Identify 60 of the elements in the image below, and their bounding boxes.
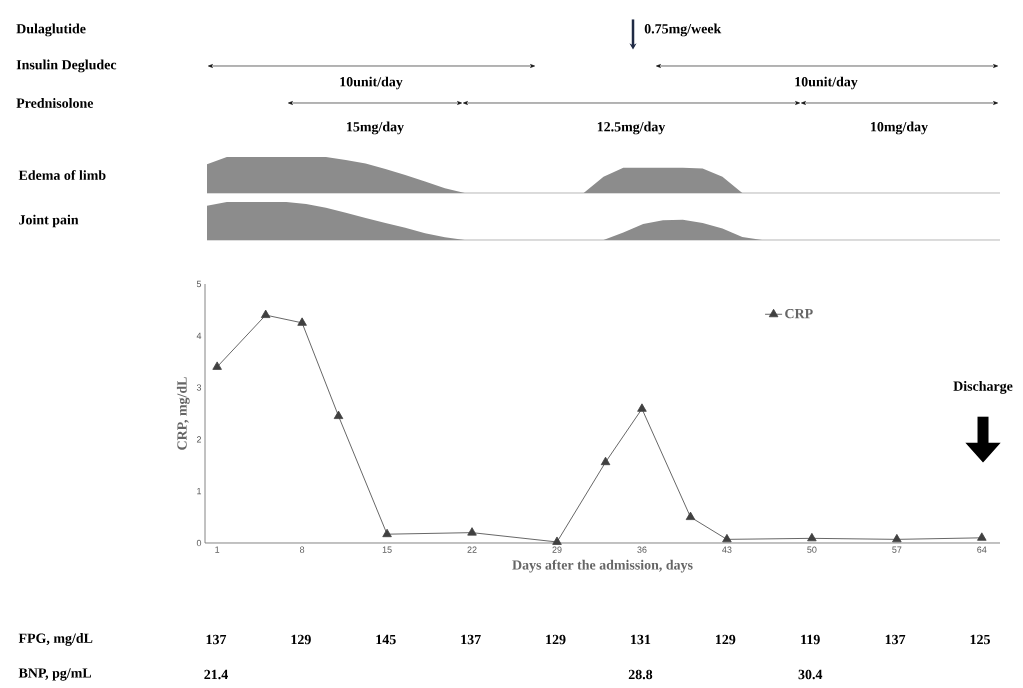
point: [333, 410, 344, 419]
point: [892, 533, 902, 543]
text: 137: [461, 634, 481, 645]
x-tick-label: 50: [807, 546, 817, 553]
y-tick-label: 5: [196, 280, 202, 288]
point: [297, 317, 307, 326]
legend-label: CRP: [785, 308, 813, 319]
point: [977, 532, 987, 541]
annotation: Discharge: [953, 381, 1013, 394]
text: 145: [376, 634, 396, 645]
point: [552, 536, 562, 545]
text: 10mg/day: [871, 121, 928, 135]
text: 129: [546, 634, 566, 645]
text: Prednisolone: [16, 98, 94, 108]
point: [685, 511, 696, 520]
text: Insulin Degludec: [16, 59, 117, 73]
point: [807, 532, 817, 542]
text: 129: [291, 634, 311, 645]
x-tick-label: 57: [892, 546, 902, 553]
text: 129: [716, 634, 736, 645]
text: 137: [885, 634, 906, 645]
y-tick-label: 3: [196, 384, 202, 391]
text: 10unit/day: [795, 76, 858, 90]
point: [260, 309, 271, 318]
x-tick-label: 8: [300, 546, 305, 553]
text: 125: [970, 634, 990, 645]
point: [600, 456, 611, 466]
y-axis-title: Joint pain: [19, 214, 79, 228]
x-tick-label: 43: [722, 546, 732, 553]
point: [212, 361, 222, 370]
y-tick-label: 1: [197, 488, 202, 495]
y-axis-title: Edema of limb: [18, 170, 106, 180]
y-tick-label: 4: [196, 332, 202, 339]
text: 10unit/day: [340, 76, 403, 90]
text: 12.5mg/day: [597, 121, 666, 135]
text: 30.4: [798, 669, 823, 680]
x-tick-label: 15: [382, 546, 392, 553]
text: Dulaglutide: [16, 23, 86, 37]
x-axis-title: Days after the admission, days: [512, 559, 693, 573]
x-tick-label: 36: [637, 546, 647, 553]
x-tick-label: 22: [467, 546, 477, 553]
text: 131: [631, 634, 651, 645]
point: [722, 533, 732, 543]
x-tick-label: 64: [977, 546, 987, 553]
y-axis-title: CRP, mg/dL: [176, 377, 190, 450]
y-tick-label: 0: [196, 539, 202, 547]
x-tick-label: 29: [552, 546, 562, 553]
point: [382, 528, 392, 538]
text: 15mg/day: [347, 121, 404, 135]
text: 119: [801, 634, 820, 645]
point: [467, 527, 477, 536]
text: 28.8: [628, 669, 653, 680]
point: [637, 403, 647, 412]
text: 21.4: [204, 669, 228, 680]
text: FPG, mg/dL: [18, 633, 93, 646]
x-tick-label: 1: [215, 546, 220, 553]
text: BNP, pg/mL: [18, 668, 92, 681]
y-tick-label: 2: [196, 436, 202, 443]
text: 137: [206, 634, 227, 645]
text: 0.75mg/week: [644, 23, 722, 37]
